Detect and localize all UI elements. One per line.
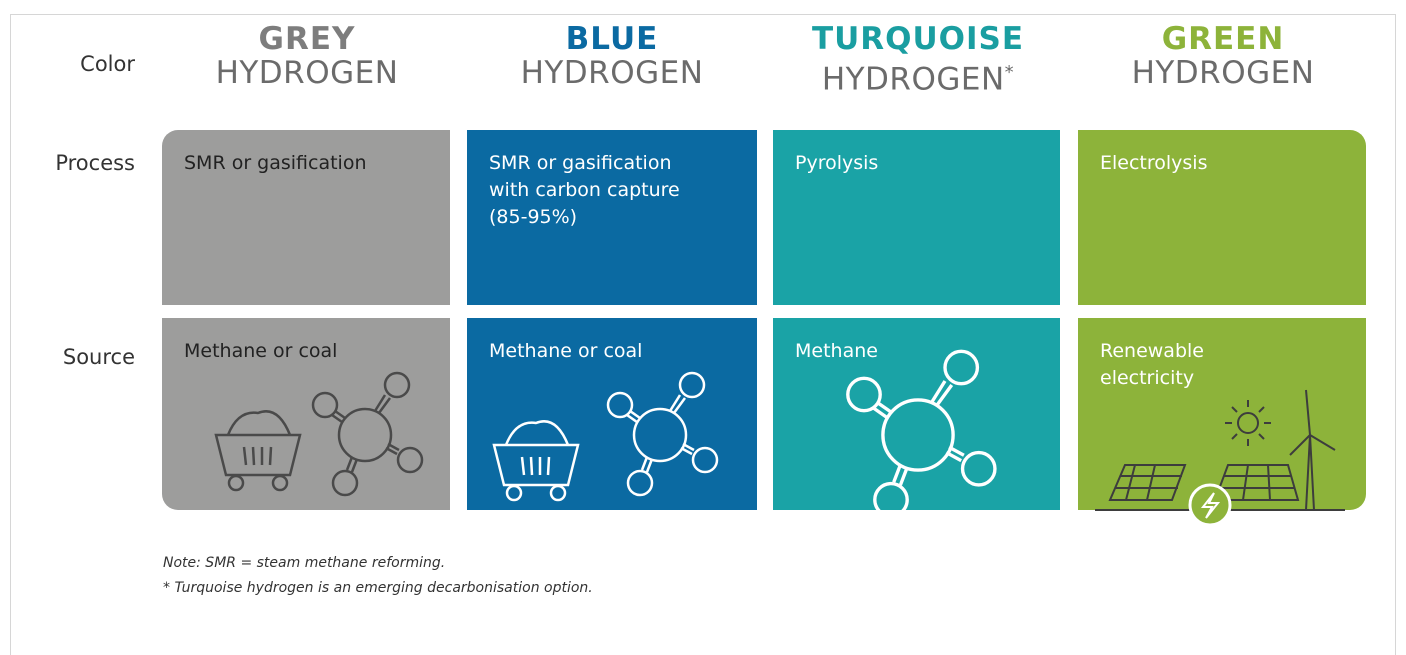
column-subtitle: HYDROGEN [520, 55, 704, 91]
cell-text: Electrolysis [1100, 152, 1208, 174]
process-cell: SMR or gasification [162, 130, 450, 305]
infographic: Color Process Source GREY HYDROGEN BLUE … [10, 14, 1396, 655]
note: * Turquoise hydrogen is an emerging deca… [163, 580, 593, 596]
cell-text: Methane or coal [489, 340, 643, 362]
color-name: GREY [258, 21, 356, 57]
row-label: Source [62, 345, 135, 369]
column-header: TURQUOISE HYDROGEN* [773, 22, 1063, 96]
green-icons [1095, 389, 1345, 527]
column-subtitle: HYDROGEN* [773, 56, 1063, 96]
icons [214, 349, 1345, 527]
column-header: GREY HYDROGEN [162, 22, 452, 90]
source-cell: Renewable electricity [1078, 318, 1366, 510]
column-header: BLUE HYDROGEN [467, 22, 757, 90]
note: Note: SMR = steam methane reforming. [163, 555, 446, 571]
cell-text: SMR or gasification [184, 152, 367, 174]
source-cell: Methane or coal [162, 318, 450, 510]
cell-text: Methane [795, 340, 878, 362]
cell-text: (85-95%) [489, 206, 578, 228]
frame [10, 14, 1396, 655]
column-subtitle: HYDROGEN [215, 55, 399, 91]
process-cell: Pyrolysis [773, 130, 1060, 305]
turquoise-icons [846, 349, 997, 518]
color-name: BLUE [565, 21, 659, 57]
cell-text: Methane or coal [184, 340, 338, 362]
blue-icons [492, 371, 719, 502]
column-subtitle: HYDROGEN [1131, 55, 1315, 91]
process-cell: Electrolysis [1078, 130, 1366, 305]
row-label: Process [55, 151, 135, 175]
column-header: GREEN HYDROGEN [1078, 22, 1368, 90]
grey-icons [214, 371, 424, 497]
footnote-marker: * [1004, 62, 1015, 83]
color-name: GREEN [1161, 21, 1285, 57]
process-cell: SMR or gasification with carbon capture … [467, 130, 757, 305]
row-label: Color [80, 52, 135, 76]
cell-text: SMR or gasification [489, 152, 672, 174]
subtitle-text: HYDROGEN [821, 61, 1005, 98]
cell-text: Renewable [1100, 340, 1204, 362]
cell-text: Pyrolysis [795, 152, 879, 174]
color-name: TURQUOISE [811, 21, 1025, 57]
cell-text: electricity [1100, 367, 1195, 389]
source-cell: Methane [773, 318, 1060, 510]
source-cell: Methane or coal [467, 318, 757, 510]
cell-text: with carbon capture [489, 179, 680, 201]
